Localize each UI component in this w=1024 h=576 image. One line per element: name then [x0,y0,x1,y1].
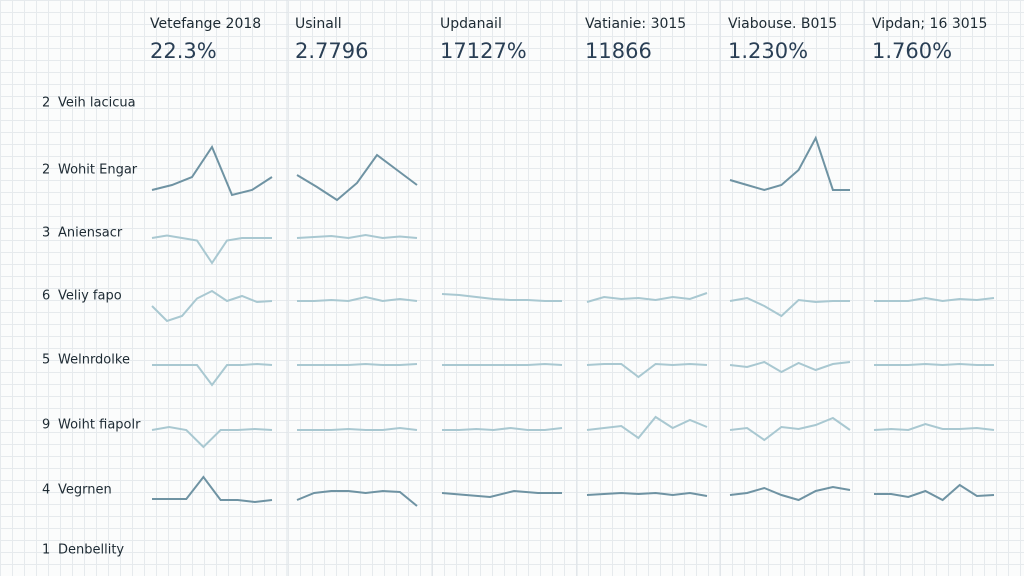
column-title: Viabouse. B015 [728,16,837,32]
sparkline [151,289,273,323]
column-title: Vipdan; 16 3015 [872,16,987,32]
sparkline [296,233,418,240]
row-index: 2 [42,96,50,111]
column-value: 11866 [585,39,652,63]
sparkline [586,491,708,497]
sparkline [151,234,272,265]
sparkline [297,295,418,303]
sparkline [297,362,418,366]
row-label: Aniensacr [58,226,123,241]
row-label: Veih lacicua [58,96,136,111]
sparkline [729,416,851,442]
sparkline [151,425,273,449]
column-value: 1.760% [872,39,952,63]
column-title: Vatianie: 3015 [585,16,686,32]
row-index: 9 [42,418,50,433]
row-label: Woiht fiapolr [58,418,141,433]
row-label: Vegrnen [58,483,112,498]
row-label: Denbellity [58,543,124,558]
row-index: 5 [42,353,50,368]
column-title: Updanail [440,16,502,32]
sparkline [442,362,563,366]
sparkline [874,483,995,502]
column-value: 17127% [440,39,527,63]
column-value: 22.3% [150,39,217,63]
sparkline [151,144,273,197]
sparkline [874,296,995,303]
sparkline [873,422,995,432]
sparkline [729,296,850,318]
sparkline [442,426,563,432]
sparkline [297,426,418,431]
column-title: Usinall [295,16,342,32]
sparkline [586,415,708,440]
sparkline [441,489,562,499]
sparkline [152,362,273,387]
row-index: 2 [42,163,50,178]
row-label: Veliy fapo [58,289,122,304]
row-label: Wohit Engar [58,163,138,178]
sparkline [729,135,850,192]
sparkline [874,362,994,367]
sparkline [441,293,562,302]
sparkline [586,292,708,303]
sparkline [296,153,418,202]
sparkline [729,360,851,374]
sparkline [586,362,708,379]
row-index: 6 [42,289,50,304]
column-value: 1.230% [728,39,808,63]
sparkline [729,485,851,502]
row-index: 1 [42,543,50,558]
row-label: Welnrdolke [58,353,130,368]
row-index: 4 [42,483,50,498]
sparkline [296,489,418,507]
row-index: 3 [42,226,50,241]
column-title: Vetefange 2018 [150,16,261,32]
sparkline [152,475,273,504]
column-value: 2.7796 [295,39,368,63]
